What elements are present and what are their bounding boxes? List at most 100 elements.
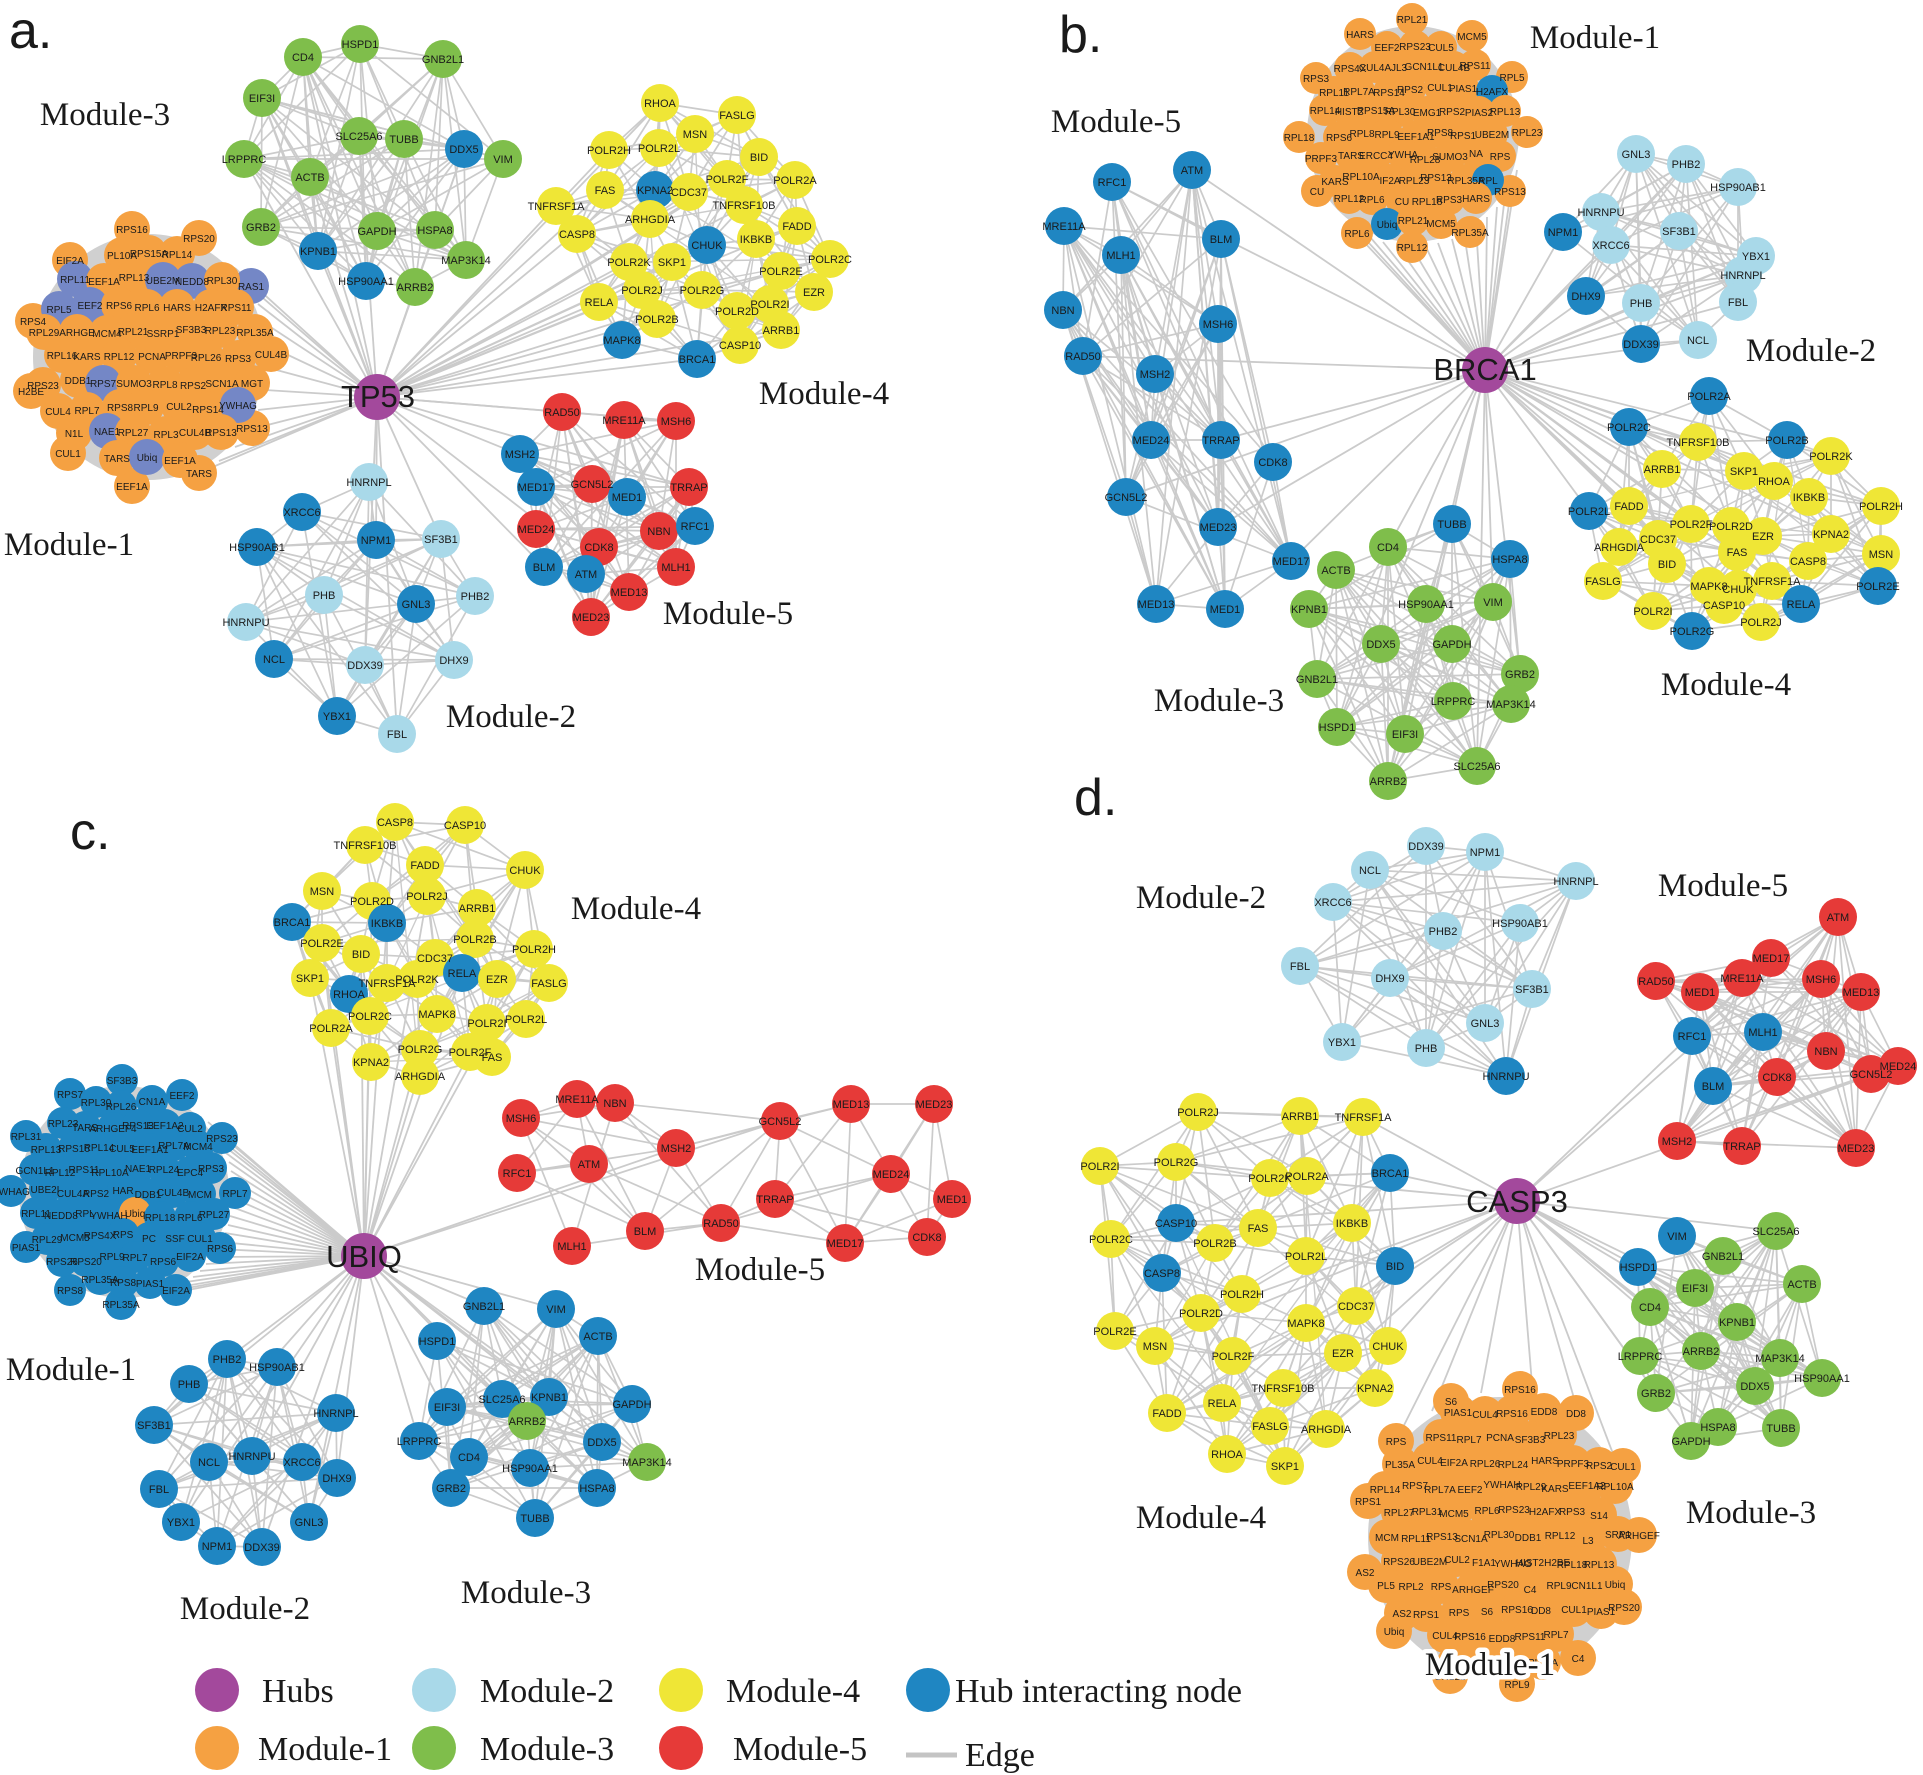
svg-text:AS2: AS2 [1356, 1568, 1375, 1579]
svg-text:DD8: DD8 [1531, 1606, 1551, 1617]
svg-text:SSRP1: SSRP1 [147, 329, 180, 340]
svg-text:RFC1: RFC1 [681, 521, 710, 533]
svg-text:EZR: EZR [1752, 531, 1774, 543]
svg-text:RHOA: RHOA [333, 989, 365, 1001]
svg-text:RPS7: RPS7 [57, 1090, 84, 1101]
svg-text:RPL23: RPL23 [1544, 1431, 1575, 1442]
svg-text:SF3B3: SF3B3 [176, 325, 207, 336]
svg-text:POLR2L: POLR2L [1285, 1251, 1327, 1263]
svg-text:MAP3K14: MAP3K14 [1755, 1353, 1805, 1365]
svg-text:EMG1: EMG1 [1413, 108, 1442, 119]
svg-text:Module-5: Module-5 [695, 1252, 825, 1288]
svg-text:CUL4B: CUL4B [255, 350, 288, 361]
svg-text:KPNA2: KPNA2 [1813, 529, 1849, 541]
svg-text:DHX9: DHX9 [1375, 973, 1404, 985]
svg-text:PCNA: PCNA [138, 352, 166, 363]
svg-text:HNRNPU: HNRNPU [228, 1451, 275, 1463]
svg-text:H2BE: H2BE [18, 387, 44, 398]
svg-text:MSH6: MSH6 [506, 1113, 537, 1125]
svg-text:RPS11: RPS11 [221, 303, 252, 314]
svg-text:POLR2I: POLR2I [1633, 606, 1672, 618]
svg-text:RPS: RPS [1449, 1608, 1470, 1619]
svg-text:CUL4B: CUL4B [1438, 63, 1471, 74]
svg-text:ATM: ATM [1827, 912, 1849, 924]
svg-text:RPS8: RPS8 [1427, 128, 1454, 139]
svg-text:CASP10: CASP10 [444, 820, 486, 832]
svg-text:GAPDH: GAPDH [1671, 1436, 1710, 1448]
svg-text:EEF1A2: EEF1A2 [146, 1121, 184, 1132]
svg-text:CDC37: CDC37 [417, 953, 453, 965]
svg-text:RPL30: RPL30 [81, 1098, 112, 1109]
svg-text:MED17: MED17 [827, 1238, 864, 1250]
svg-text:POLR2A: POLR2A [1687, 391, 1731, 403]
svg-text:HARS: HARS [1462, 194, 1490, 205]
svg-text:VIM: VIM [546, 1304, 566, 1316]
svg-text:Module-1: Module-1 [6, 1352, 136, 1388]
svg-text:SKP1: SKP1 [1271, 1461, 1299, 1473]
svg-text:RELA: RELA [1787, 599, 1816, 611]
svg-text:RPL13: RPL13 [1490, 107, 1521, 118]
svg-text:RPS: RPS [1386, 1437, 1407, 1448]
svg-text:DDX5: DDX5 [1740, 1381, 1769, 1393]
svg-text:MED24: MED24 [873, 1169, 910, 1181]
svg-text:PRPF3: PRPF3 [1557, 1459, 1590, 1470]
svg-text:YWHAG: YWHAG [1494, 1559, 1532, 1570]
svg-text:PHB: PHB [313, 590, 336, 602]
svg-text:CHUK: CHUK [509, 865, 541, 877]
svg-text:RPS16: RPS16 [1504, 1385, 1536, 1396]
svg-text:HIST2: HIST2 [1335, 107, 1364, 118]
svg-text:F1A1: F1A1 [1472, 1558, 1496, 1569]
svg-text:Module-2: Module-2 [1746, 333, 1876, 369]
svg-text:MCM5: MCM5 [60, 1233, 90, 1244]
svg-text:ARHGDIA: ARHGDIA [1301, 1424, 1352, 1436]
svg-text:CD4: CD4 [458, 1452, 480, 1464]
svg-text:RPS2: RPS2 [1397, 85, 1424, 96]
svg-text:RHOA: RHOA [1758, 476, 1790, 488]
svg-text:POLR2F: POLR2F [706, 174, 749, 186]
svg-text:GCN1L1: GCN1L1 [16, 1166, 55, 1177]
svg-text:POLR2L: POLR2L [638, 143, 680, 155]
svg-text:FBL: FBL [387, 729, 407, 741]
svg-text:ARHGEF4: ARHGEF4 [89, 1124, 137, 1135]
svg-text:AS2: AS2 [1393, 1609, 1412, 1620]
svg-text:RPS2: RPS2 [180, 381, 207, 392]
svg-text:SUMO3: SUMO3 [116, 379, 152, 390]
svg-text:NBN: NBN [603, 1098, 626, 1110]
svg-text:RPL21: RPL21 [1398, 216, 1429, 227]
svg-text:EIF2A: EIF2A [56, 256, 84, 267]
svg-text:HARS: HARS [163, 303, 191, 314]
svg-text:RPL31: RPL31 [1412, 1507, 1443, 1518]
svg-text:FAS: FAS [595, 185, 616, 197]
svg-text:BID: BID [750, 152, 768, 164]
svg-text:RPL23: RPL23 [48, 1119, 79, 1130]
svg-text:RPS7: RPS7 [90, 379, 117, 390]
svg-text:XRCC6: XRCC6 [283, 507, 320, 519]
svg-text:TRRAP: TRRAP [1723, 1141, 1760, 1153]
svg-text:TARS: TARS [1338, 151, 1364, 162]
svg-text:MSN: MSN [683, 129, 708, 141]
svg-text:RPL: RPL [1478, 176, 1498, 187]
svg-text:ATM: ATM [1181, 165, 1203, 177]
svg-text:POLR2H: POLR2H [1859, 501, 1903, 513]
svg-text:RPL12: RPL12 [104, 352, 135, 363]
svg-text:MED24: MED24 [518, 524, 555, 536]
svg-text:RPL11: RPL11 [60, 275, 90, 286]
svg-text:CUL1: CUL1 [1610, 1462, 1636, 1473]
svg-text:RPL35A: RPL35A [1451, 228, 1489, 239]
svg-text:FAS: FAS [1727, 547, 1748, 559]
svg-text:RPL: RPL [75, 1209, 95, 1220]
svg-text:RPL7A: RPL7A [1424, 1485, 1456, 1496]
svg-text:RPS11: RPS11 [1426, 1433, 1457, 1444]
svg-text:BLM: BLM [634, 1226, 657, 1238]
svg-text:Module-3: Module-3 [1686, 1495, 1816, 1531]
svg-text:SF3B3: SF3B3 [107, 1076, 138, 1087]
svg-text:RPL13: RPL13 [1584, 1560, 1615, 1571]
svg-text:GAPDH: GAPDH [612, 1399, 651, 1411]
svg-text:KPNB1: KPNB1 [300, 246, 336, 258]
svg-text:RPL28: RPL28 [1410, 155, 1441, 166]
svg-text:RPS20: RPS20 [1608, 1603, 1640, 1614]
svg-text:EEF1A: EEF1A [88, 277, 120, 288]
svg-text:RPL8: RPL8 [152, 380, 177, 391]
svg-text:MLH1: MLH1 [1748, 1027, 1777, 1039]
svg-text:ARRB1: ARRB1 [459, 903, 496, 915]
